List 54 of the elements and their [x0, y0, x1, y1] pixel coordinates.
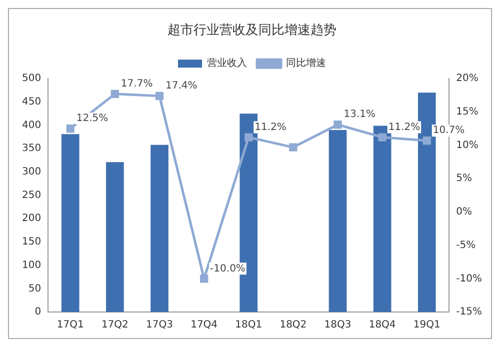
y2-tick-label: 5% — [456, 173, 472, 184]
legend-label: 同比增速 — [286, 57, 326, 70]
x-tick-label: 18Q4 — [368, 320, 396, 331]
data-label: 11.2% — [388, 122, 420, 133]
point — [66, 124, 74, 133]
chart-title: 超市行业营收及同比增速趋势 — [168, 23, 336, 38]
y2-tick-label: -10% — [456, 273, 482, 284]
point — [334, 120, 342, 129]
data-label: 17.7% — [120, 78, 153, 90]
y-tick-label: 150 — [22, 236, 42, 248]
x-tick-label: 19Q1 — [413, 320, 440, 331]
bar — [61, 134, 80, 312]
x-tick-label: 18Q1 — [235, 320, 262, 331]
bar — [106, 162, 124, 312]
y-tick-label: 250 — [22, 190, 42, 201]
y2-tick-label: 0% — [456, 206, 472, 218]
point — [155, 92, 164, 100]
y-tick-label: 450 — [22, 96, 42, 108]
point — [422, 136, 431, 145]
y-tick-label: 300 — [22, 166, 42, 178]
y-tick-label: 0 — [34, 306, 42, 318]
x-tick-label: 18Q3 — [324, 320, 352, 331]
y2-tick-label: 15% — [456, 106, 478, 118]
y2-tick-label: -15% — [456, 306, 482, 318]
y2-tick-label: 20% — [456, 73, 478, 84]
point — [289, 143, 298, 152]
point — [110, 90, 120, 98]
point — [378, 133, 386, 142]
point — [244, 133, 253, 142]
y-tick-label: 200 — [22, 213, 42, 224]
y-tick-label: 350 — [22, 143, 42, 154]
data-label: 13.1% — [344, 109, 376, 120]
y-tick-label: 500 — [22, 73, 42, 84]
x-tick-label: 17Q3 — [146, 320, 173, 331]
y2-tick-label: -5% — [456, 240, 476, 251]
legend-label: 营业收入 — [207, 57, 247, 70]
y2-tick-label: 10% — [456, 140, 478, 151]
x-tick-label: 17Q4 — [190, 320, 218, 331]
x-tick-label: 17Q2 — [101, 320, 128, 331]
y-tick-label: 400 — [22, 120, 42, 131]
y-tick-label: 50 — [28, 283, 42, 294]
x-tick-label: 18Q2 — [280, 320, 307, 331]
data-label: 12.5% — [76, 113, 108, 124]
data-label: 11.2% — [254, 122, 286, 133]
data-label: 17.4% — [165, 80, 198, 92]
y-tick-label: 100 — [22, 260, 42, 271]
data-label: 10.7% — [432, 125, 465, 136]
x-tick-label: 17Q1 — [56, 320, 84, 331]
bar — [373, 126, 392, 312]
bar — [150, 144, 168, 312]
point — [200, 274, 208, 283]
data-label: -10.0% — [210, 263, 246, 274]
bar — [418, 92, 436, 312]
bar — [328, 130, 347, 312]
